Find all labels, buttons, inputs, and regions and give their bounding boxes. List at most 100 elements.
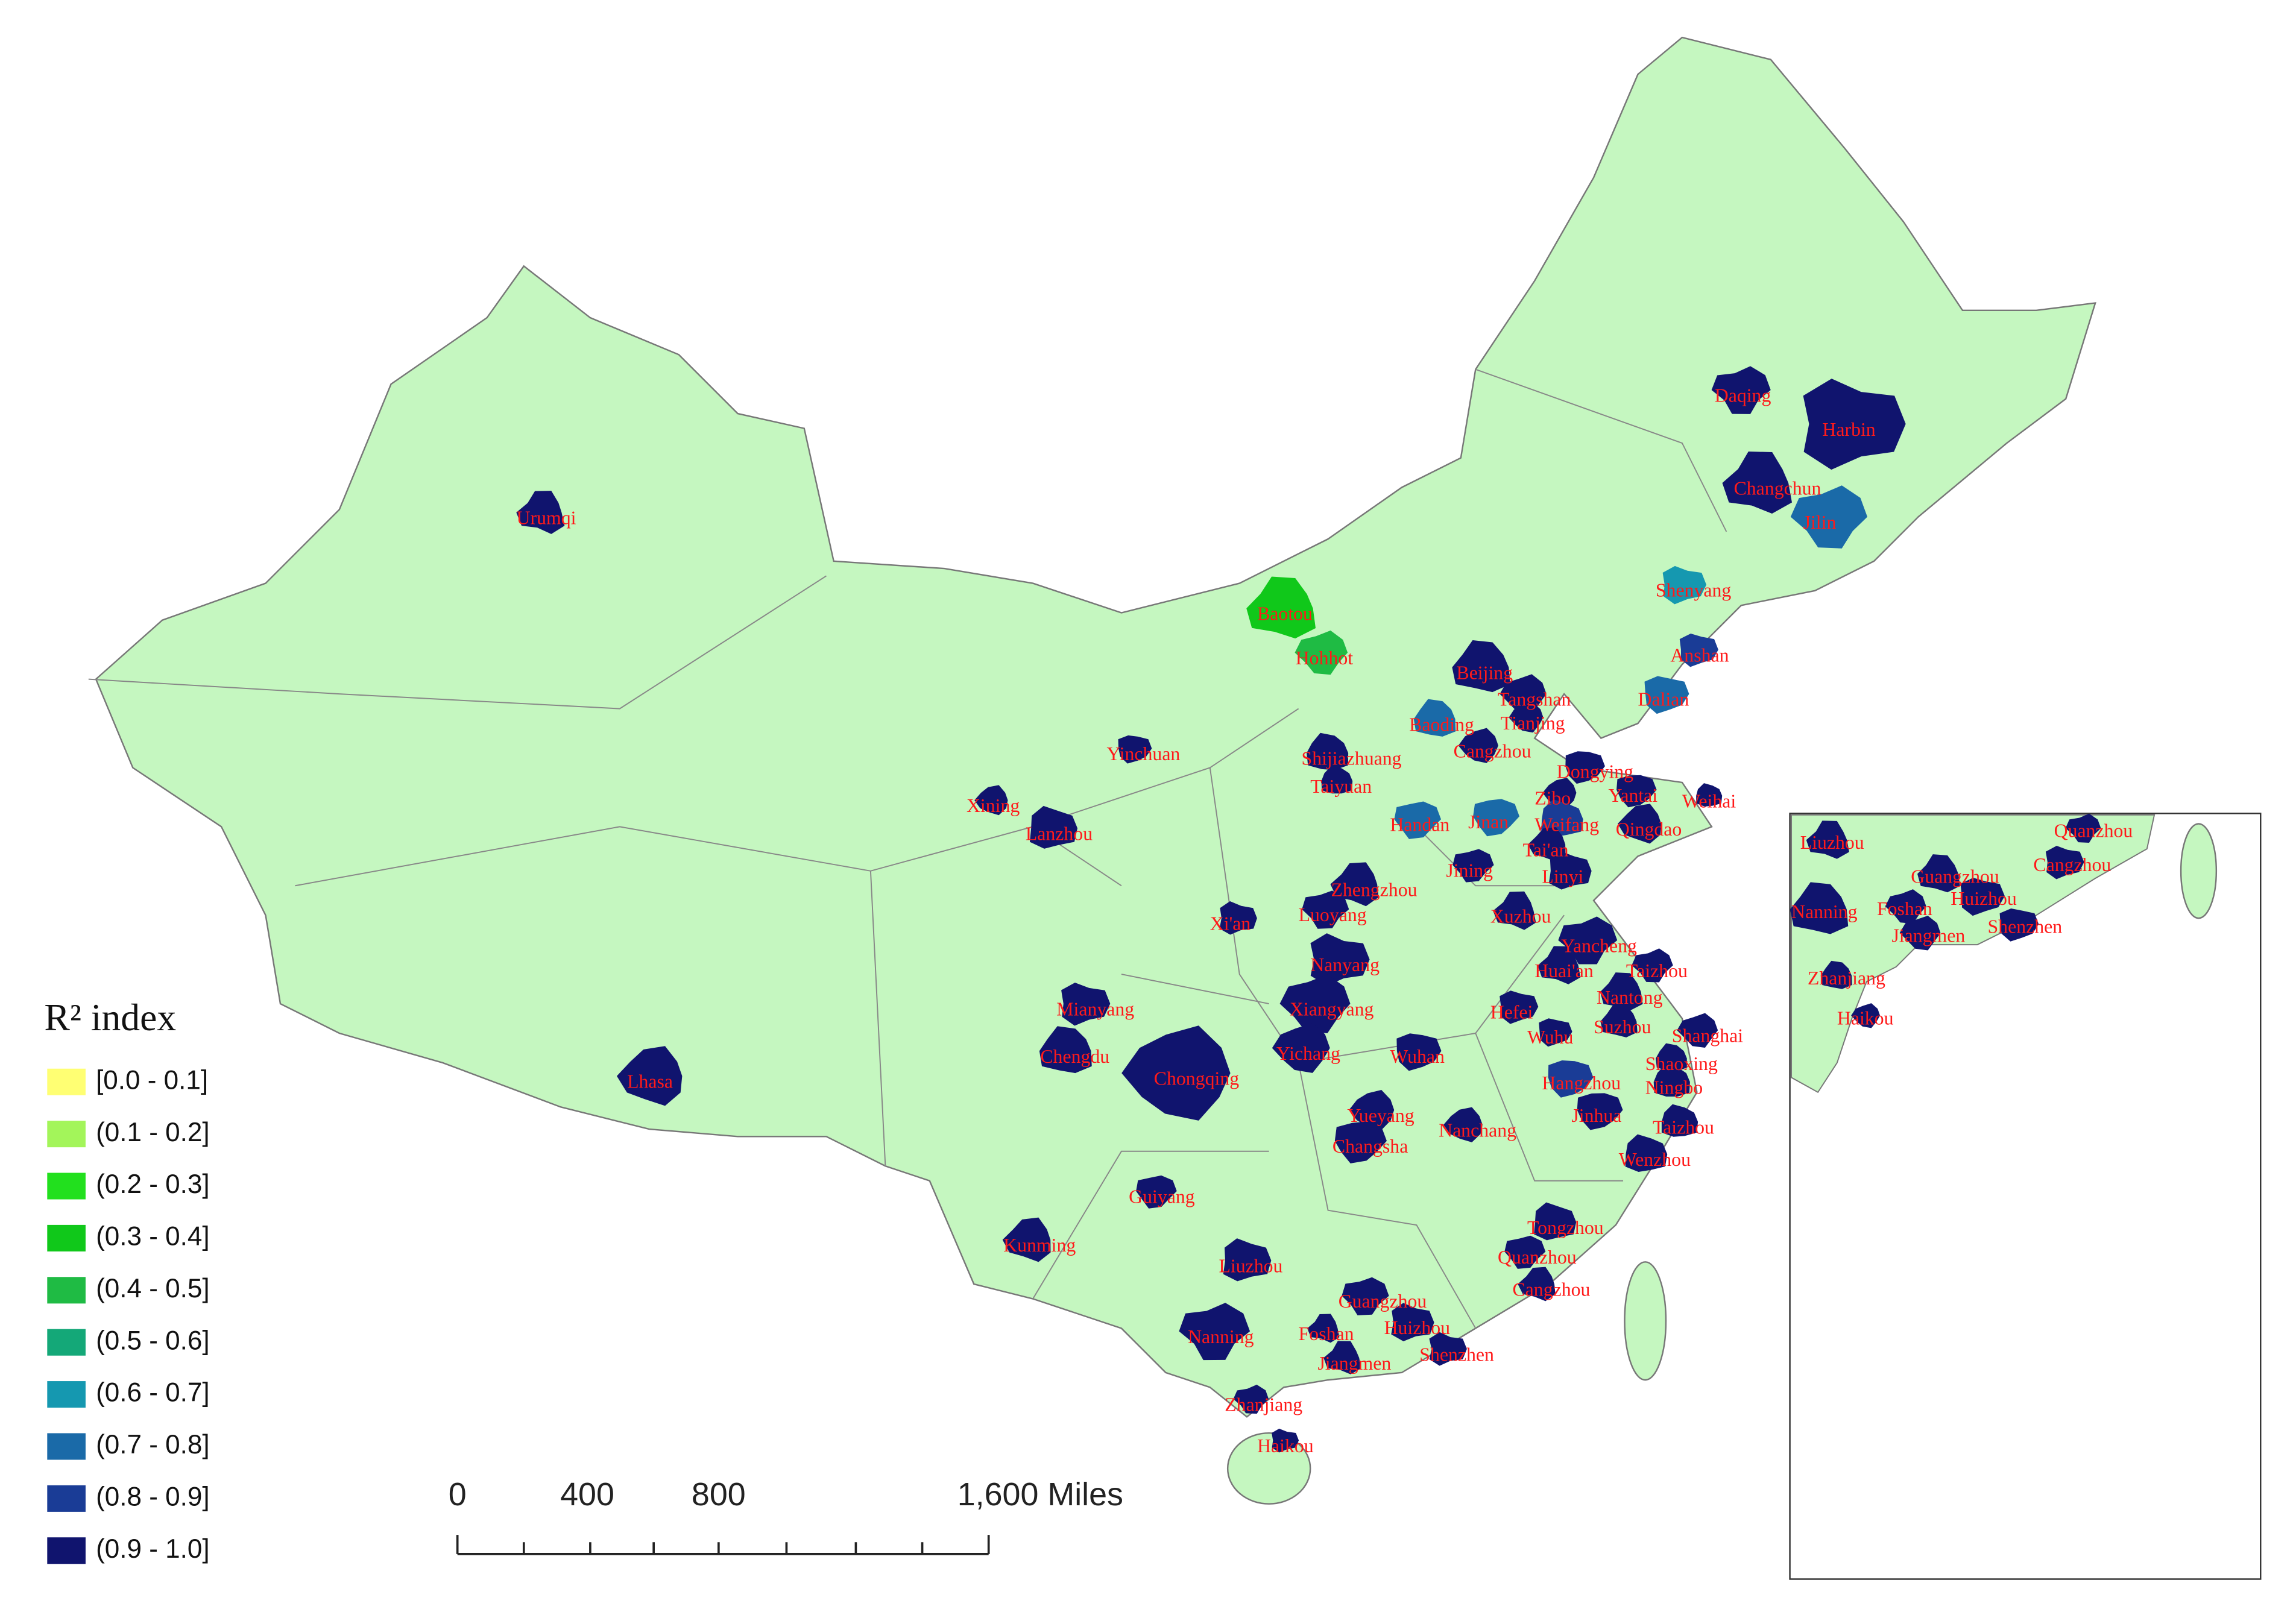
- city-label: Kunming: [1003, 1235, 1076, 1256]
- city-label: Cangzhou: [1454, 740, 1531, 761]
- city-area: [1223, 1238, 1272, 1282]
- city-area: [1307, 732, 1349, 770]
- city-label: Tianjing: [1501, 713, 1565, 734]
- city-area: [1534, 1202, 1577, 1241]
- city-label: Xining: [967, 795, 1020, 816]
- inset-land: [1791, 814, 2156, 1094]
- city-area: [1662, 565, 1707, 605]
- inset-city-label: Liuzhou: [1800, 832, 1864, 853]
- city-label: Weihai: [1682, 791, 1736, 812]
- legend-swatch: [47, 1381, 86, 1408]
- city-area: [1246, 576, 1316, 639]
- city-area: [1391, 1303, 1434, 1341]
- city-area: [1509, 702, 1544, 733]
- city-label: Zhengzhou: [1331, 879, 1417, 900]
- city-area: [1121, 1025, 1231, 1121]
- city-label: Xuzhou: [1490, 905, 1551, 927]
- city-area: [1179, 1303, 1250, 1361]
- city-label: Xiangyang: [1290, 999, 1374, 1020]
- city-label: Dalian: [1638, 689, 1689, 710]
- legend-label: (0.4 - 0.5]: [96, 1274, 210, 1303]
- city-area: [1528, 827, 1566, 862]
- inset-city-label: Zhanjiang: [1808, 968, 1885, 989]
- inset-city-label: Guangzhou: [1911, 866, 1999, 887]
- city-area: [1118, 735, 1152, 764]
- city-area: [1565, 751, 1605, 784]
- city-area: [1452, 640, 1510, 693]
- city-area: [1310, 933, 1370, 986]
- city-area: [1999, 908, 2039, 942]
- city-label: Tongzhou: [1527, 1217, 1604, 1238]
- city-area: [1600, 1004, 1638, 1037]
- city-label: Nanchang: [1439, 1119, 1516, 1141]
- city-area: [1396, 1033, 1442, 1071]
- city-area: [1790, 882, 1849, 934]
- city-area: [2045, 845, 2084, 880]
- city-area: [974, 785, 1008, 816]
- legend-label: (0.3 - 0.4]: [96, 1222, 210, 1251]
- city-label: Lanzhou: [1026, 823, 1093, 844]
- city-label: Beijing: [1456, 663, 1513, 684]
- city-label: Nantong: [1597, 987, 1663, 1008]
- city-area: [1539, 1018, 1572, 1047]
- city-label: Hohhot: [1296, 647, 1354, 669]
- city-label: Weifang: [1534, 814, 1599, 836]
- city-label: Yancheng: [1561, 935, 1637, 956]
- inset-city-label: Shenzhen: [1988, 916, 2063, 937]
- city-label: Luoyang: [1299, 904, 1367, 925]
- city-area: [1330, 862, 1379, 907]
- city-label: Yantai: [1609, 785, 1658, 806]
- city-area: [2065, 813, 2101, 843]
- legend-swatch: [47, 1224, 86, 1251]
- city-area: [1279, 974, 1351, 1033]
- legend-label: (0.8 - 0.9]: [96, 1482, 210, 1512]
- city-area: [1542, 778, 1577, 808]
- legend-label: (0.9 - 1.0]: [96, 1534, 210, 1564]
- city-label: Daqing: [1715, 385, 1771, 406]
- city-area: [1219, 901, 1257, 935]
- legend-swatch: [47, 1068, 86, 1095]
- city-area: [1696, 783, 1723, 807]
- hainan: [1226, 1432, 1311, 1505]
- city-label: Yueyang: [1347, 1105, 1414, 1126]
- legend-label: (0.2 - 0.3]: [96, 1169, 210, 1199]
- inset-city-label: Huizhou: [1951, 888, 2017, 909]
- city-label: Nanning: [1188, 1326, 1254, 1347]
- city-label: Haikou: [1257, 1435, 1314, 1456]
- city-label: Shenzhen: [1419, 1344, 1494, 1365]
- inset-city-label: Haikou: [1837, 1007, 1894, 1028]
- city-area: [1632, 948, 1673, 983]
- city-label: Zhanjiang: [1225, 1394, 1302, 1415]
- city-area: [1302, 890, 1349, 929]
- city-label: Taiyuan: [1310, 776, 1372, 797]
- city-label: Hefei: [1490, 1002, 1533, 1023]
- inset-city-label: Nanning: [1791, 901, 1858, 922]
- city-area: [1473, 799, 1519, 837]
- city-label: Tangshan: [1498, 689, 1571, 710]
- city-label: Wuhu: [1527, 1027, 1574, 1048]
- city-label: Baoding: [1409, 714, 1474, 735]
- city-label: Qingdao: [1616, 819, 1682, 840]
- legend-label: [0.0 - 0.1]: [96, 1065, 208, 1095]
- city-area: [1656, 1043, 1687, 1072]
- city-label: Mianyang: [1056, 999, 1134, 1020]
- province-borders: [88, 368, 1727, 1329]
- city-label: Chengdu: [1040, 1046, 1109, 1067]
- city-area: [1722, 452, 1793, 514]
- city-area: [1334, 1121, 1387, 1163]
- city-label: Shaoxing: [1645, 1053, 1718, 1074]
- scale-label: 1,600 Miles: [957, 1476, 1123, 1513]
- city-area: [1625, 1134, 1668, 1173]
- city-area: [1349, 1089, 1395, 1130]
- city-area: [1548, 1060, 1594, 1098]
- city-area: [1295, 630, 1348, 675]
- legend-label: (0.6 - 0.7]: [96, 1378, 210, 1408]
- city-area: [1790, 485, 1868, 549]
- city-area: [1899, 915, 1941, 951]
- legend-swatch: [47, 1485, 86, 1512]
- city-area: [1002, 1217, 1051, 1262]
- city-label: Wenzhou: [1619, 1149, 1691, 1170]
- inset-city-label: Cangzhou: [2033, 854, 2111, 875]
- city-area: [1443, 1107, 1483, 1142]
- city-area: [1677, 1013, 1718, 1048]
